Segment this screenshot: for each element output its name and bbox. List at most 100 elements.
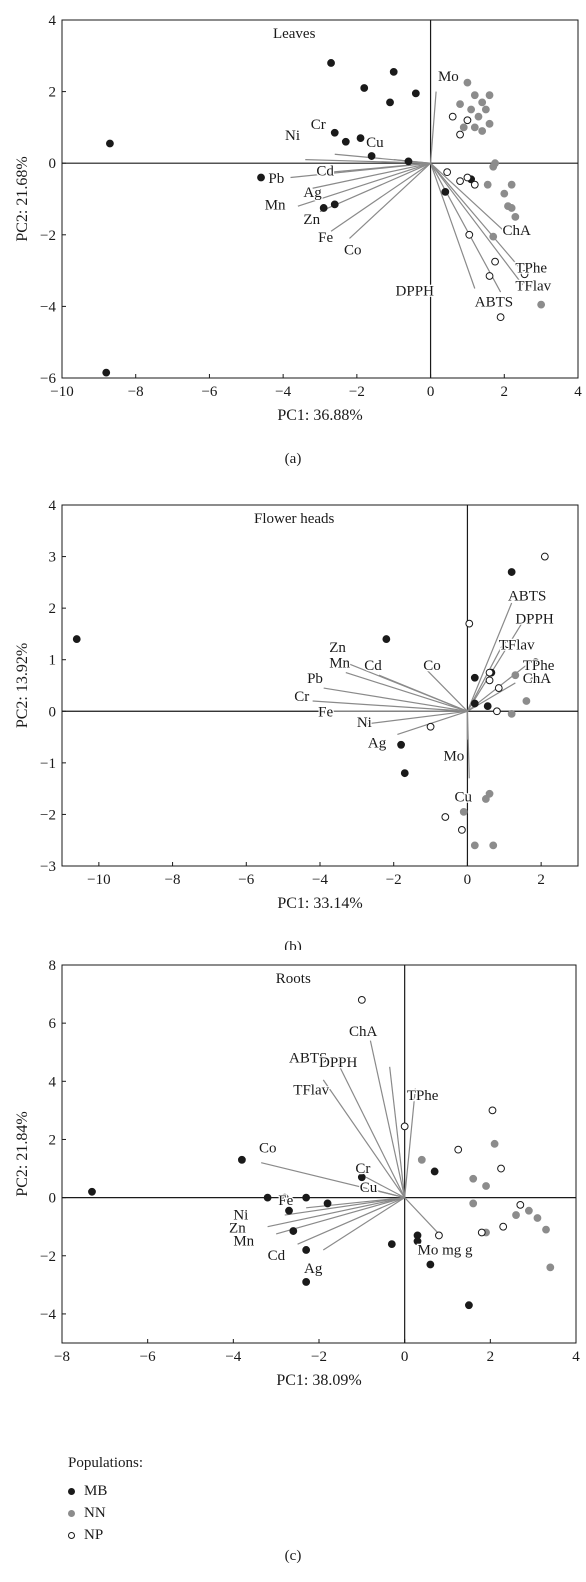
vector-label-mo: Mo xyxy=(438,69,459,85)
vector-label-cu: Cu xyxy=(360,1180,378,1196)
point-np xyxy=(470,180,479,189)
x-tick-label: −4 xyxy=(225,1349,241,1365)
loading-vector-co xyxy=(426,669,468,712)
point-mb xyxy=(426,1260,435,1269)
panel-title: Roots xyxy=(276,971,311,987)
panel-title: Flower heads xyxy=(254,511,335,527)
panel-title: Leaves xyxy=(273,26,316,42)
point-mb xyxy=(238,1155,246,1164)
point-nn xyxy=(478,98,487,107)
loading-vector-cha xyxy=(430,162,505,232)
vector-label-zn: Zn xyxy=(229,1221,246,1237)
point-nn xyxy=(489,232,498,241)
point-nn xyxy=(469,1199,478,1208)
y-axis-label: PC2: 13.92% xyxy=(14,643,31,728)
point-mb xyxy=(302,1246,311,1254)
point-mb xyxy=(356,134,365,143)
loading-vector-cr xyxy=(334,153,431,164)
vector-label-abts: ABTS xyxy=(289,1050,327,1066)
point-np xyxy=(448,112,457,121)
y-axis-label: PC2: 21.68% xyxy=(14,156,31,241)
plot-frame xyxy=(61,964,577,1344)
point-nn xyxy=(490,1139,499,1148)
vector-label-tphe: TPhe xyxy=(407,1088,439,1104)
point-np xyxy=(485,272,494,280)
x-tick-label: −8 xyxy=(128,384,144,400)
point-np xyxy=(485,668,494,677)
point-mb xyxy=(411,89,420,98)
y-tick-label: 0 xyxy=(49,1191,57,1207)
loading-vector-co xyxy=(261,1162,405,1199)
vector-label-mo: Mo xyxy=(443,748,464,764)
point-np xyxy=(454,1145,463,1154)
legend-item-mb: MB xyxy=(68,1480,143,1502)
vector-label-cd: Cd xyxy=(364,658,382,674)
point-mb xyxy=(72,635,81,643)
loading-vector-ag xyxy=(322,1197,405,1251)
point-mb xyxy=(102,368,111,377)
point-nn xyxy=(529,676,538,685)
vector-label-dpph: DPPH xyxy=(515,612,554,628)
x-tick-label: −8 xyxy=(165,872,181,888)
point-nn xyxy=(483,180,492,189)
vector-label-mn: Mn xyxy=(233,1234,254,1250)
y-axis-label: PC2: 21.84% xyxy=(14,1111,31,1196)
point-np xyxy=(443,168,452,177)
x-tick-label: −10 xyxy=(87,872,110,888)
point-mb xyxy=(330,128,339,137)
point-nn xyxy=(478,127,487,135)
point-nn xyxy=(524,1206,533,1215)
y-tick-label: −2 xyxy=(40,1249,56,1265)
point-np xyxy=(463,173,472,182)
loading-vector-dpph xyxy=(466,615,527,712)
point-np xyxy=(456,177,464,186)
point-mb xyxy=(483,702,492,711)
point-np xyxy=(494,684,503,692)
point-nn xyxy=(511,213,520,221)
y-tick-label: 3 xyxy=(49,550,57,566)
loading-vector-fe xyxy=(306,1197,405,1209)
vector-label-mn: Mn xyxy=(265,198,286,214)
vector-label-mn: Mn xyxy=(329,655,350,671)
vector-label-fe: Fe xyxy=(318,230,333,246)
loading-vector-tflav xyxy=(322,1079,406,1198)
x-tick-label: 4 xyxy=(574,384,582,400)
y-tick-label: 2 xyxy=(49,1132,57,1148)
point-mb xyxy=(470,673,479,682)
x-axis-label: PC1: 33.14% xyxy=(277,895,362,912)
figure-caption: (a) xyxy=(285,451,302,467)
point-nn xyxy=(470,123,479,132)
legend-label-mb: MB xyxy=(84,1482,108,1499)
vector-label-tphe: TPhe xyxy=(523,658,555,674)
legend-marker-np xyxy=(68,1531,75,1539)
point-mb xyxy=(360,84,369,92)
vector-label-ni: Ni xyxy=(285,128,300,144)
point-mb xyxy=(302,1193,311,1202)
x-tick-label: 2 xyxy=(501,384,509,400)
legend: Populations: MB NN NP xyxy=(68,1455,143,1546)
plot-frame xyxy=(61,19,579,379)
point-mb xyxy=(389,68,398,76)
point-mb xyxy=(357,1173,366,1182)
point-nn xyxy=(417,1155,426,1164)
x-tick-label: 0 xyxy=(464,872,472,888)
legend-item-np: NP xyxy=(68,1524,143,1546)
vector-label-co: Co xyxy=(344,242,362,258)
point-np xyxy=(485,676,494,685)
point-np xyxy=(458,826,466,834)
point-nn xyxy=(512,1211,520,1219)
point-nn xyxy=(533,1214,542,1222)
point-nn xyxy=(456,100,464,109)
loading-vector-abts xyxy=(430,162,502,293)
vector-label-cd: Cd xyxy=(316,164,334,180)
y-tick-label: −3 xyxy=(40,859,56,875)
point-mb xyxy=(387,1240,396,1249)
point-mb xyxy=(302,1278,311,1286)
point-np xyxy=(499,1222,508,1231)
point-mb xyxy=(400,769,409,778)
point-mb xyxy=(257,173,265,182)
point-mb xyxy=(280,1193,289,1202)
y-tick-label: 8 xyxy=(49,958,57,974)
loading-vector-pb xyxy=(323,687,468,712)
